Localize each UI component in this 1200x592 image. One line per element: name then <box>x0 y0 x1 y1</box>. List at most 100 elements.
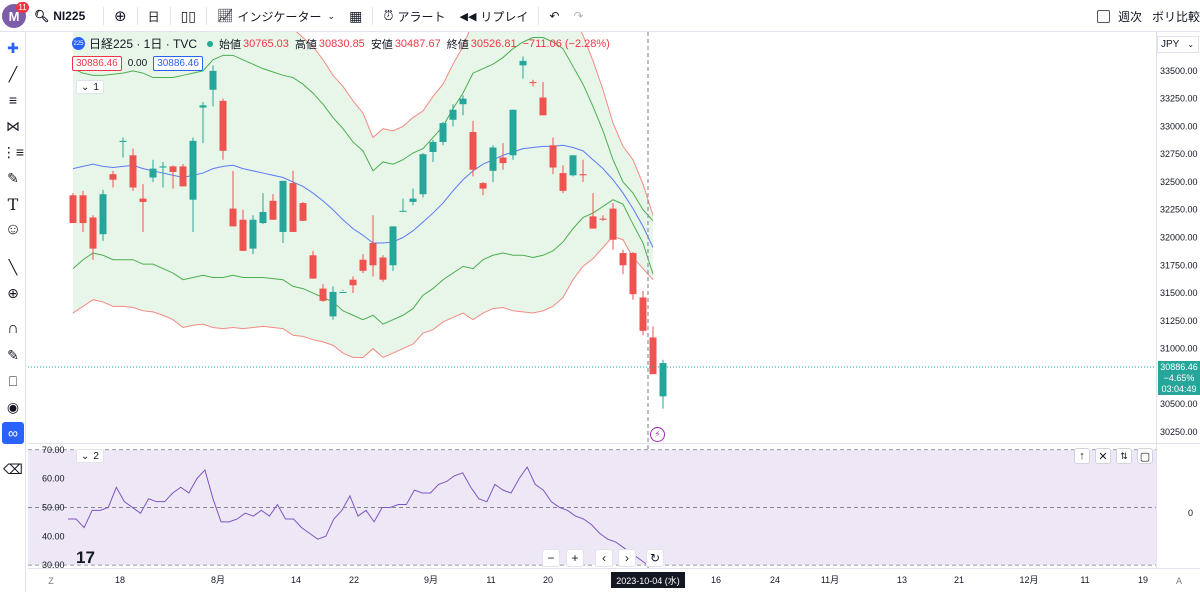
timezone-button[interactable]: Z <box>48 576 54 586</box>
trend-line-icon[interactable]: ╱ <box>8 65 18 82</box>
add-symbol-button[interactable]: ⊕ <box>107 0 134 32</box>
price-tick-label: 30500.00 <box>1160 399 1198 409</box>
compare-label[interactable]: ボリ比較 <box>1151 9 1200 24</box>
price-tick-label: 31750.00 <box>1160 260 1198 270</box>
event-flash-icon[interactable]: ⚡︎ <box>650 427 665 442</box>
change-value: −711.06 (−2.28%) <box>522 37 610 50</box>
scroll-left-button[interactable]: ‹ <box>595 549 613 567</box>
candle-body <box>129 155 137 188</box>
weekly-checkbox[interactable] <box>1096 9 1110 23</box>
replay-label: リプレイ <box>480 9 529 24</box>
bb-legend: 30886.46 0.00 30886.46 <box>72 56 209 71</box>
chevron-left-icon: ‹ <box>602 551 606 565</box>
currency-selector[interactable]: JPY ⌄ <box>1157 36 1199 53</box>
legend-title[interactable]: 日経225 · 1日 · TVC <box>89 37 198 51</box>
candle-body <box>589 216 597 229</box>
candle-body <box>559 173 567 191</box>
link-icon[interactable]: ∞ <box>2 422 24 444</box>
move-up-button[interactable]: ↑ <box>1074 448 1090 464</box>
candle-body <box>149 168 157 178</box>
close-pane-button[interactable]: ✕ <box>1095 448 1111 464</box>
divider <box>136 7 138 25</box>
crosshair-icon[interactable]: ✚ <box>7 39 19 56</box>
alert-label: アラート <box>397 9 446 24</box>
price-tick-label: 31250.00 <box>1160 316 1198 326</box>
chevron-down-icon: ⌄ <box>81 81 90 93</box>
chevron-down-icon: ⌄ <box>1187 40 1195 49</box>
candle-body <box>549 145 557 168</box>
pane2-collapse-button[interactable]: ⌄ 2 <box>76 449 104 463</box>
emoji-icon[interactable]: ☺ <box>4 221 22 238</box>
candle-body <box>199 105 207 108</box>
candle-body <box>269 200 277 220</box>
candle-body <box>179 166 187 187</box>
rsi-right-label: 0 <box>1188 508 1193 518</box>
horizontal-lines-icon[interactable]: ≡ <box>8 92 18 108</box>
candle-body <box>449 109 457 120</box>
time-tick-label: 11 <box>486 575 495 585</box>
auto-scale-button[interactable]: A <box>1175 576 1182 586</box>
zoom-out-button[interactable]: − <box>542 549 560 567</box>
avatar-letter: M <box>8 8 20 24</box>
price-tick-label: 32500.00 <box>1160 177 1198 187</box>
notification-badge: 11 <box>16 2 29 13</box>
low-value: 30487.67 <box>394 37 441 50</box>
symbol-search[interactable]: 🔍︎ NI225 <box>34 0 85 32</box>
candle-body <box>569 155 577 176</box>
brush-icon[interactable]: ✎ <box>7 169 19 186</box>
candle-body <box>109 174 117 180</box>
candle-body <box>479 183 487 189</box>
chevron-right-icon: › <box>625 551 629 565</box>
chevron-down-icon: ⌄ <box>327 10 336 21</box>
candle-body <box>299 203 307 221</box>
time-tick-label: 11月 <box>821 575 839 585</box>
replay-button[interactable]: ◀◀ リプレイ <box>452 0 535 32</box>
candle-body <box>439 123 447 142</box>
alert-button[interactable]: ⏰︎ アラート <box>376 0 452 32</box>
eye-icon[interactable]: ◉ <box>6 398 20 415</box>
layout-button[interactable]: ▦ <box>342 0 369 32</box>
reset-chart-button[interactable]: ↻ <box>646 549 664 567</box>
candle-body <box>209 70 217 90</box>
pane1-collapse-button[interactable]: ⌄ 1 <box>76 80 104 94</box>
toolbar-right: 週次 ボリ比較 <box>1096 0 1200 32</box>
candle-body <box>289 183 297 232</box>
maximize-pane-button[interactable]: ▢ <box>1137 448 1153 464</box>
rsi-tick-label: 70.00 <box>42 445 65 455</box>
undo-button[interactable]: ↶ <box>542 0 566 32</box>
candle-body <box>339 291 347 294</box>
price-tick-label: 31500.00 <box>1160 288 1198 298</box>
ruler-icon[interactable]: ╲ <box>8 258 18 275</box>
close-label: 終値 <box>446 38 469 51</box>
lock-icon[interactable]: ⎕ <box>8 372 18 389</box>
indicators-button[interactable]: 📈︎ インジケーター ⌄ <box>210 0 342 32</box>
crosshair-date-label: 2023-10-04 (水) <box>611 572 685 588</box>
price-tick-label: 33000.00 <box>1160 121 1198 131</box>
text-tool-icon[interactable]: T <box>7 194 19 214</box>
pane2-label: 2 <box>93 450 99 462</box>
candle-body <box>429 141 437 152</box>
zoom-in-icon[interactable]: ⊕ <box>7 284 19 301</box>
scroll-right-button[interactable]: › <box>618 549 636 567</box>
interval-button[interactable]: 日 <box>147 9 160 24</box>
candle-body <box>379 257 387 280</box>
zoom-in-button[interactable]: + <box>566 549 584 567</box>
time-tick-label: 9月 <box>424 575 438 585</box>
grid-icon: ▦ <box>349 7 363 24</box>
price-tick-label: 33250.00 <box>1160 94 1198 104</box>
drawing-toolbar: ✚ ╱ ≡ ⋈ ⋮≡ ✎ T ☺ ╲ ⊕ ∩ ✎ ⎕ ◉ ∞ ⌫ <box>0 32 26 592</box>
candle-body <box>649 337 657 375</box>
price-tick-label: 30250.00 <box>1160 427 1198 437</box>
lock-drawing-icon[interactable]: ✎ <box>7 346 19 363</box>
magnet-icon[interactable]: ∩ <box>7 320 19 337</box>
pattern-icon[interactable]: ⋈ <box>6 117 20 134</box>
trash-icon[interactable]: ⌫ <box>3 460 23 477</box>
collapse-pane-button[interactable]: ⇅ <box>1116 448 1132 464</box>
candle-body <box>539 97 547 116</box>
open-value: 30765.03 <box>243 37 289 50</box>
fib-icon[interactable]: ⋮≡ <box>1 143 25 160</box>
redo-button[interactable]: ↷ <box>566 0 590 32</box>
legend: 225 日経225 · 1日 · TVC 始値 30765.03 高値 30830.… <box>72 35 616 52</box>
chart-type-button[interactable]: ▯▯ <box>174 0 203 32</box>
